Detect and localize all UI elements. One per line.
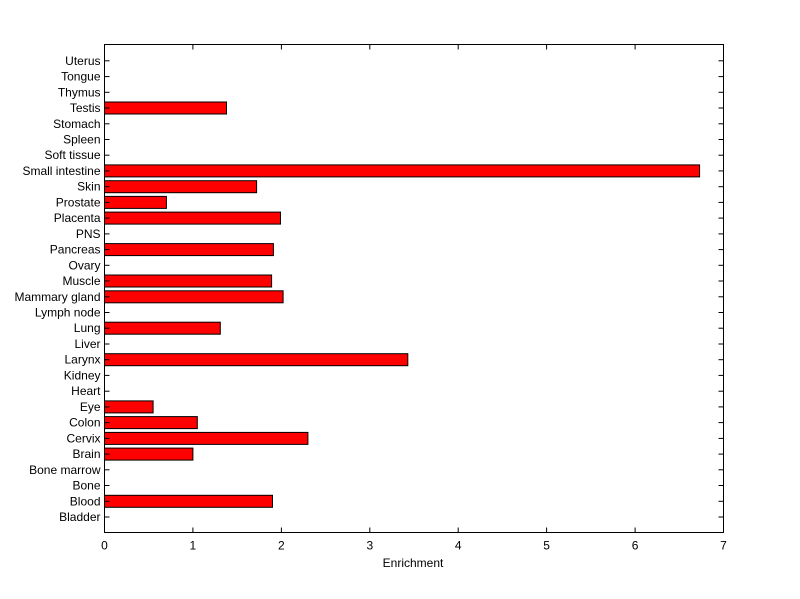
y-tick-label: Eye bbox=[80, 400, 101, 414]
bars-layer bbox=[104, 101, 701, 508]
bar-colon bbox=[104, 416, 198, 430]
x-tick-label: 0 bbox=[101, 539, 108, 553]
bar-small-intestine bbox=[104, 164, 701, 178]
y-tick-label: Liver bbox=[74, 337, 100, 351]
bar-eye bbox=[104, 400, 154, 414]
y-tick-label: Stomach bbox=[53, 117, 100, 131]
y-tick-label: Tongue bbox=[61, 70, 101, 84]
bar-placenta bbox=[104, 211, 281, 225]
y-tick-label: Testis bbox=[70, 101, 101, 115]
bar-brain bbox=[104, 447, 194, 461]
y-tick-label: Colon bbox=[69, 416, 100, 430]
bar-cervix bbox=[104, 431, 309, 445]
bar-testis bbox=[104, 101, 227, 115]
plot-frame bbox=[104, 44, 724, 533]
y-tick-label: Soft tissue bbox=[44, 148, 100, 162]
y-tick-label: Lymph node bbox=[35, 306, 101, 320]
y-tick-label: Lung bbox=[74, 321, 101, 335]
x-axis-label: Enrichment bbox=[383, 556, 444, 570]
y-tick-label: Larynx bbox=[64, 353, 100, 367]
y-tick-label: Bladder bbox=[59, 510, 100, 524]
y-tick-label: Skin bbox=[77, 180, 100, 194]
y-tick-label: Placenta bbox=[54, 211, 101, 225]
y-tick-label: Pancreas bbox=[50, 243, 101, 257]
bar-pancreas bbox=[104, 243, 274, 257]
x-tick-label: 2 bbox=[278, 539, 285, 553]
x-tick-label: 3 bbox=[366, 539, 373, 553]
x-tick-label: 1 bbox=[190, 539, 197, 553]
y-tick-label: Cervix bbox=[66, 431, 100, 445]
y-tick-label: Prostate bbox=[56, 195, 101, 209]
x-tick-label: 4 bbox=[455, 539, 462, 553]
bar-larynx bbox=[104, 353, 409, 367]
y-tick-label: Spleen bbox=[63, 133, 100, 147]
y-tick-label: Bone marrow bbox=[29, 463, 101, 477]
y-tick-label: Small intestine bbox=[22, 164, 100, 178]
y-tick-label: Thymus bbox=[58, 85, 101, 99]
y-tick-label: Bone bbox=[72, 479, 100, 493]
bar-skin bbox=[104, 180, 258, 194]
y-tick-label: Ovary bbox=[68, 258, 100, 272]
x-tick-label: 7 bbox=[720, 539, 727, 553]
y-tick-label: PNS bbox=[76, 227, 101, 241]
bar-lung bbox=[104, 321, 221, 335]
x-tick-label: 5 bbox=[543, 539, 550, 553]
y-tick-label: Muscle bbox=[62, 274, 100, 288]
bar-prostate bbox=[104, 195, 167, 209]
y-tick-label: Heart bbox=[71, 384, 101, 398]
x-axis: 0 1 2 3 4 5 6 7 bbox=[101, 44, 727, 553]
y-tick-label: Blood bbox=[70, 494, 101, 508]
y-tick-label: Brain bbox=[72, 447, 100, 461]
bar-blood bbox=[104, 494, 273, 508]
x-tick-label: 6 bbox=[632, 539, 639, 553]
bar-muscle bbox=[104, 274, 273, 288]
y-tick-label: Mammary gland bbox=[14, 290, 100, 304]
y-tick-label: Kidney bbox=[64, 368, 101, 382]
bar-mammary-gland bbox=[104, 290, 284, 304]
y-tick-label: Uterus bbox=[65, 54, 100, 68]
